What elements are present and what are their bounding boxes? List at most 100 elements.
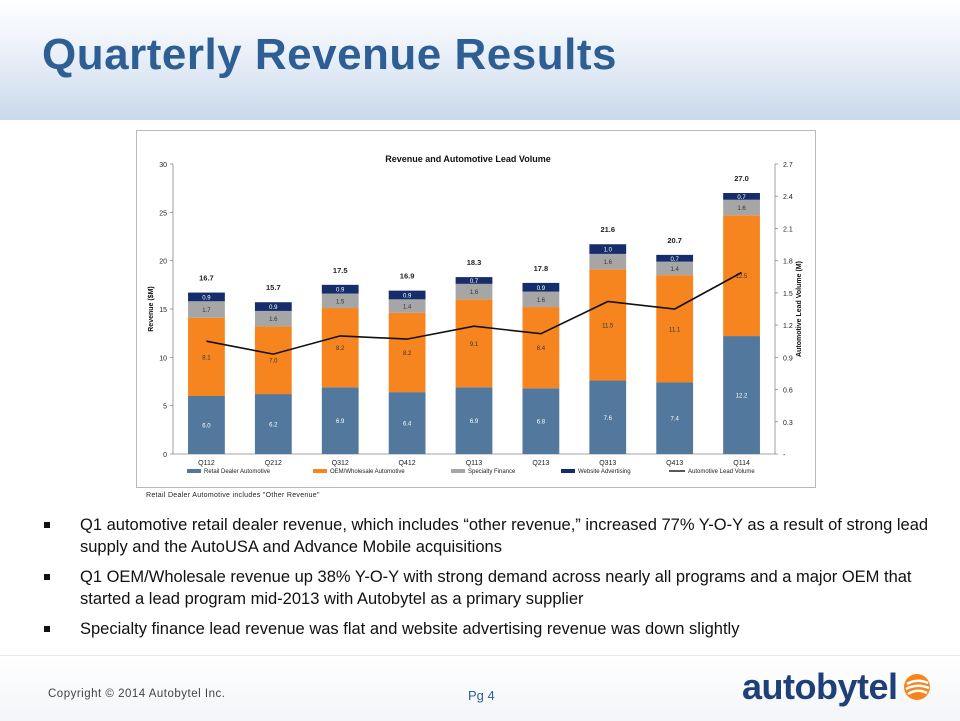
bar-total-label: 17.8 bbox=[534, 264, 549, 273]
bullet-text: Specialty finance lead revenue was flat … bbox=[80, 620, 740, 638]
legend-swatch bbox=[561, 469, 575, 473]
bar-segment bbox=[455, 387, 493, 454]
bar-segment bbox=[321, 387, 359, 454]
bar-data-label: 1.7 bbox=[202, 308, 211, 314]
bar-segment bbox=[522, 282, 560, 292]
bullet-item: Q1 OEM/Wholesale revenue up 38% Y-O-Y wi… bbox=[44, 566, 934, 610]
page-number: Pg 4 bbox=[468, 688, 495, 703]
bar-data-label: 0.7 bbox=[737, 195, 746, 201]
y-tick-label: 30 bbox=[159, 162, 167, 169]
bullet-item: Specialty finance lead revenue was flat … bbox=[44, 618, 934, 640]
bar-total-label: 20.7 bbox=[667, 236, 682, 245]
x-tick-label: Q113 bbox=[466, 460, 483, 467]
bar-segment bbox=[723, 199, 760, 216]
y-tick-label: 5 bbox=[163, 404, 167, 411]
bar-segment bbox=[388, 290, 426, 300]
bar-data-label: 1.6 bbox=[537, 298, 546, 304]
bar-segment bbox=[188, 396, 225, 454]
bar-data-label: 11.5 bbox=[602, 323, 614, 329]
legend-label: Automotive Lead Volume bbox=[688, 469, 755, 475]
header-band bbox=[0, 0, 960, 120]
square-bullet-icon bbox=[44, 626, 50, 632]
y-tick-label: 10 bbox=[159, 355, 167, 362]
bar-total-label: 21.6 bbox=[600, 225, 615, 234]
bar-data-label: 0.9 bbox=[403, 293, 412, 299]
bar-data-label: 7.6 bbox=[604, 416, 613, 422]
bar-segment bbox=[723, 336, 760, 454]
bar-segment bbox=[188, 292, 225, 302]
slide-title: Quarterly Revenue Results bbox=[42, 30, 617, 79]
bar-data-label: 8.1 bbox=[202, 355, 211, 361]
legend-swatch bbox=[313, 469, 327, 473]
bar-data-label: 0.9 bbox=[269, 305, 278, 311]
bar-data-label: 8.2 bbox=[403, 351, 412, 357]
bar-segment bbox=[589, 244, 627, 254]
revenue-chart: Revenue and Automotive Lead Volume 0 5 10 15… bbox=[148, 154, 803, 475]
x-tick-label: Q312 bbox=[332, 460, 349, 467]
bar-segment bbox=[188, 317, 225, 396]
bar-data-label: 9.1 bbox=[470, 342, 479, 348]
y2-tick-label: 2.4 bbox=[783, 194, 793, 201]
x-tick-label: Q313 bbox=[599, 460, 616, 467]
y2-tick-label: - bbox=[783, 452, 786, 459]
bar-data-label: 1.6 bbox=[269, 317, 278, 323]
legend-label: Specialty Finance bbox=[468, 469, 516, 475]
bar-data-label: 0.9 bbox=[537, 286, 546, 292]
bar-segment bbox=[522, 307, 560, 389]
y2-tick-label: 2.7 bbox=[783, 162, 793, 169]
autobytel-logo: autobytel bbox=[742, 664, 932, 710]
bar-data-label: 0.9 bbox=[202, 295, 211, 301]
bar-data-label: 6.8 bbox=[537, 420, 546, 426]
bar-total-label: 16.9 bbox=[400, 272, 415, 281]
bar-segment bbox=[589, 253, 627, 270]
bar-data-label: 6.2 bbox=[269, 423, 278, 429]
bar-total-label: 16.7 bbox=[199, 274, 214, 283]
bar-total-label: 17.5 bbox=[333, 266, 348, 275]
y2-tick-label: 0.6 bbox=[783, 388, 793, 395]
bar-data-label: 1.4 bbox=[403, 305, 412, 311]
bar-data-label: 8.2 bbox=[336, 346, 345, 352]
x-tick-label: Q213 bbox=[532, 460, 549, 467]
square-bullet-icon bbox=[44, 574, 50, 580]
bar-data-label: 0.7 bbox=[670, 257, 679, 263]
x-tick-label: Q413 bbox=[666, 460, 683, 467]
bar-data-label: 11.1 bbox=[669, 327, 681, 333]
bar-data-label: 1.6 bbox=[604, 260, 613, 266]
x-tick-label: Q212 bbox=[265, 460, 282, 467]
y2-tick-label: 2.1 bbox=[783, 226, 793, 233]
bar-total-label: 15.7 bbox=[266, 283, 281, 292]
bar-segment bbox=[321, 308, 359, 388]
bar-segment bbox=[589, 380, 627, 454]
y2-tick-label: 0.9 bbox=[783, 355, 793, 362]
legend-label: Website Advertising bbox=[578, 469, 631, 475]
y2-tick-label: 1.2 bbox=[783, 323, 793, 330]
bar-segment bbox=[254, 326, 292, 395]
y-tick-label: 20 bbox=[159, 259, 167, 266]
y2-tick-label: 0.3 bbox=[783, 420, 793, 427]
bullet-text: Q1 automotive retail dealer revenue, whi… bbox=[80, 516, 929, 556]
bar-data-label: 6.4 bbox=[403, 422, 412, 428]
y2-tick-label: 1.5 bbox=[783, 291, 793, 298]
square-bullet-icon bbox=[44, 522, 50, 528]
bar-data-label: 0.9 bbox=[336, 288, 345, 294]
lead-volume-line bbox=[206, 271, 742, 355]
bar-segment bbox=[388, 299, 426, 313]
bar-segment bbox=[388, 312, 426, 393]
y2-axis-label: Automotive Lead Volume (M) bbox=[796, 261, 803, 357]
bar-segment bbox=[656, 382, 694, 454]
bar-segment bbox=[254, 394, 292, 454]
bar-segment bbox=[321, 284, 359, 294]
y-tick-label: 15 bbox=[159, 307, 167, 314]
bar-data-label: 7.0 bbox=[269, 359, 278, 365]
logo-wordmark: autobytel bbox=[742, 666, 898, 707]
bar-segment bbox=[254, 310, 292, 327]
bar-segment bbox=[723, 193, 760, 200]
bar-segment bbox=[656, 254, 694, 262]
bar-data-label: 1.0 bbox=[604, 248, 613, 254]
bar-data-label: 0.7 bbox=[470, 279, 479, 285]
legend-swatch bbox=[187, 469, 201, 473]
bar-total-label: 18.3 bbox=[467, 258, 482, 267]
bullet-text: Q1 OEM/Wholesale revenue up 38% Y-O-Y wi… bbox=[80, 568, 912, 608]
y2-tick-label: 1.8 bbox=[783, 259, 793, 266]
bullet-list: Q1 automotive retail dealer revenue, whi… bbox=[44, 514, 934, 648]
